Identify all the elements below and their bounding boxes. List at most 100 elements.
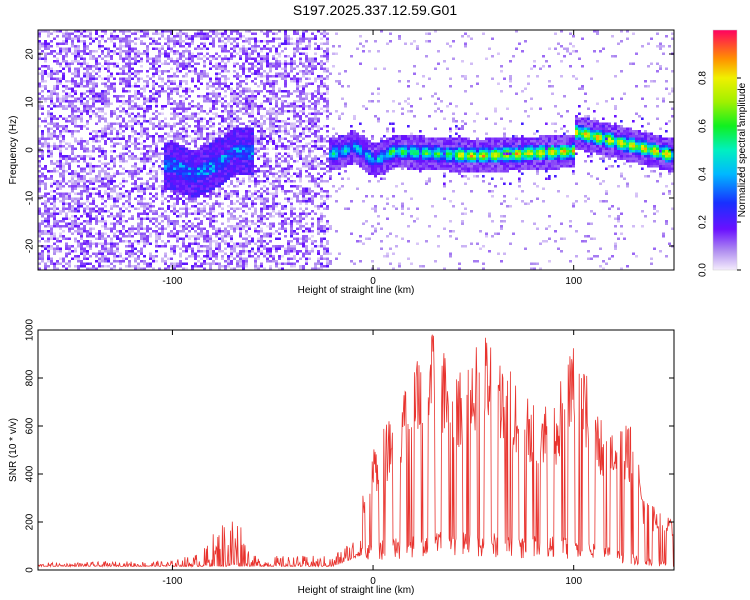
heat-cell	[119, 152, 122, 155]
heat-cell	[278, 55, 281, 58]
heat-cell	[194, 242, 197, 245]
heat-cell	[269, 125, 272, 128]
heat-cell	[185, 65, 188, 68]
heat-cell	[41, 112, 44, 115]
heat-cell	[128, 175, 131, 178]
heat-cell	[182, 115, 185, 118]
heat-cell	[80, 57, 83, 60]
heat-cell	[191, 185, 194, 188]
heat-cell	[131, 172, 134, 175]
heat-cell	[260, 50, 263, 53]
heat-cell	[185, 160, 188, 163]
heat-cell	[155, 172, 158, 175]
heat-cell	[140, 250, 143, 253]
heat-cell	[224, 80, 227, 83]
heat-cell	[113, 227, 116, 230]
heat-cell	[77, 82, 80, 85]
heat-cell	[101, 117, 104, 120]
heat-cell	[107, 185, 110, 188]
heat-cell	[257, 257, 260, 260]
heat-cell	[152, 195, 155, 198]
heat-cell	[269, 135, 272, 138]
heat-cell	[38, 195, 41, 198]
heat-cell	[251, 145, 254, 148]
heat-cell	[248, 140, 251, 143]
heat-cell	[65, 215, 68, 218]
heat-cell	[245, 225, 248, 228]
heat-cell	[53, 70, 56, 73]
heat-cell	[92, 57, 95, 60]
heat-cell	[44, 52, 47, 55]
heat-cell	[176, 197, 179, 200]
heat-cell	[44, 100, 47, 103]
heat-cell	[293, 105, 296, 108]
heat-cell	[71, 215, 74, 218]
heat-cell	[131, 112, 134, 115]
heat-cell	[278, 247, 281, 250]
heat-cell	[113, 65, 116, 68]
heat-cell	[68, 32, 71, 35]
heat-cell	[104, 77, 107, 80]
heat-cell	[221, 250, 224, 253]
heat-cell	[272, 92, 275, 95]
heat-cell	[281, 187, 284, 190]
heat-cell	[65, 55, 68, 58]
heat-cell	[50, 150, 53, 153]
heat-cell	[293, 42, 296, 45]
heat-cell	[125, 90, 128, 93]
heat-cell	[125, 85, 128, 88]
heat-cell	[287, 160, 290, 163]
heat-cell	[296, 80, 299, 83]
heat-cell	[245, 130, 248, 133]
heat-cell	[65, 267, 68, 270]
heat-cell	[173, 45, 176, 48]
heat-cell	[161, 200, 164, 203]
heat-cell	[173, 80, 176, 83]
heat-cell	[170, 60, 173, 63]
heat-cell	[104, 140, 107, 143]
heat-cell	[122, 37, 125, 40]
heat-cell	[59, 235, 62, 238]
heat-cell	[233, 242, 236, 245]
heat-cell	[137, 60, 140, 63]
heat-cell	[269, 265, 272, 268]
heat-cell	[179, 135, 182, 138]
heat-cell	[245, 102, 248, 105]
heat-cell	[80, 265, 83, 268]
heat-cell	[80, 215, 83, 218]
heat-cell	[236, 37, 239, 40]
heat-cell	[164, 142, 167, 145]
heat-cell	[302, 35, 305, 38]
heat-cell	[188, 237, 191, 240]
heat-cell	[227, 177, 230, 180]
heat-cell	[299, 222, 302, 225]
heat-cell	[284, 95, 287, 98]
heat-cell	[236, 105, 239, 108]
heat-cell	[218, 165, 221, 168]
heat-cell	[236, 252, 239, 255]
heat-cell	[191, 222, 194, 225]
heat-cell	[155, 105, 158, 108]
heat-cell	[278, 62, 281, 65]
heat-cell	[152, 162, 155, 165]
heat-cell	[284, 172, 287, 175]
heat-cell	[257, 142, 260, 145]
heat-cell	[74, 92, 77, 95]
heat-cell	[293, 122, 296, 125]
heat-cell	[77, 227, 80, 230]
heat-cell	[212, 210, 215, 213]
heat-cell	[44, 87, 47, 90]
heat-cell	[83, 175, 86, 178]
heat-cell	[230, 207, 233, 210]
heat-cell	[38, 177, 41, 180]
heat-cell	[89, 105, 92, 108]
heat-cell	[77, 62, 80, 65]
heat-cell	[161, 112, 164, 115]
heat-cell	[86, 262, 89, 265]
heat-cell	[200, 127, 203, 130]
heat-cell	[293, 142, 296, 145]
heat-cell	[83, 262, 86, 265]
heat-cell	[128, 40, 131, 43]
heat-cell	[302, 265, 305, 268]
heat-cell	[293, 237, 296, 240]
